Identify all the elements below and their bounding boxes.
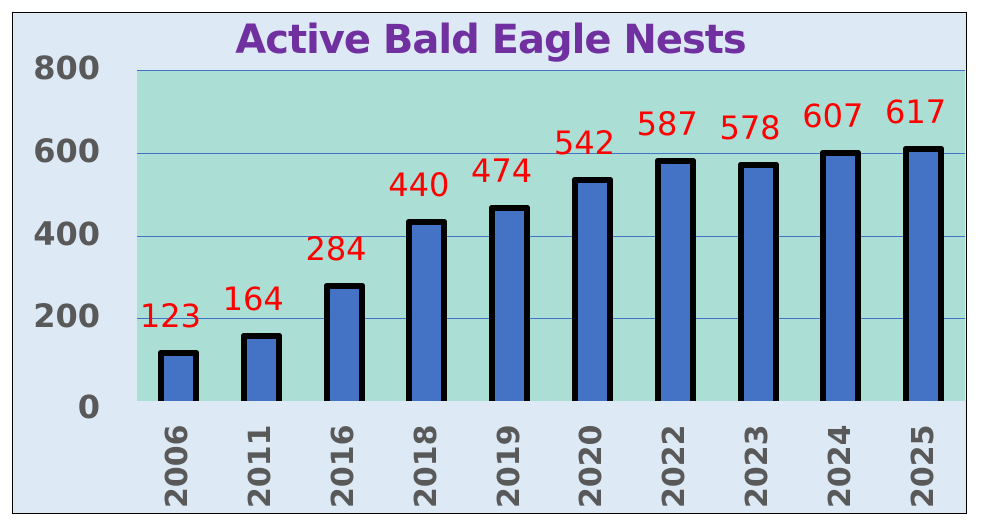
bar-2022 <box>654 158 696 401</box>
x-tick-label: 2022 <box>657 424 693 509</box>
chart-title: Active Bald Eagle Nests <box>235 17 746 63</box>
bar-2025 <box>903 145 945 401</box>
x-tick-label: 2011 <box>243 424 279 509</box>
x-tick-label: 2006 <box>160 424 196 509</box>
data-label-2025: 617 <box>885 92 947 131</box>
data-label-2022: 587 <box>636 105 698 144</box>
data-label-2011: 164 <box>222 280 284 319</box>
bar-2020 <box>571 176 613 401</box>
x-tick-label: 2018 <box>408 424 444 509</box>
bar-2019 <box>489 204 531 401</box>
data-label-2019: 474 <box>471 151 533 190</box>
bar-2006 <box>157 350 199 401</box>
data-label-2006: 123 <box>139 297 201 336</box>
x-tick-label: 2024 <box>822 424 858 509</box>
gridline <box>137 235 965 237</box>
x-tick-label: 2020 <box>574 424 610 509</box>
data-label-2016: 284 <box>305 230 367 269</box>
data-label-2024: 607 <box>802 96 864 135</box>
gridline <box>137 70 965 71</box>
bar-2011 <box>240 333 282 401</box>
bar-2016 <box>323 283 365 401</box>
gridline <box>137 152 965 154</box>
bar-2024 <box>820 149 862 401</box>
y-tick-label: 400 <box>33 214 100 253</box>
data-label-2020: 542 <box>553 123 615 162</box>
x-tick-label: 2023 <box>740 424 775 509</box>
data-label-2018: 440 <box>388 165 450 204</box>
bar-2018 <box>406 218 448 401</box>
y-tick-label: 800 <box>33 49 100 87</box>
data-label-2023: 578 <box>719 108 781 147</box>
gridline <box>137 318 965 320</box>
y-tick-label: 600 <box>33 131 100 170</box>
x-tick-label: 2016 <box>326 424 361 509</box>
y-tick-label: 0 <box>77 388 100 426</box>
x-tick-label: 2019 <box>491 424 527 509</box>
x-tick-label: 2025 <box>905 424 941 509</box>
y-tick-label: 200 <box>33 297 100 336</box>
bar-2023 <box>737 161 779 401</box>
